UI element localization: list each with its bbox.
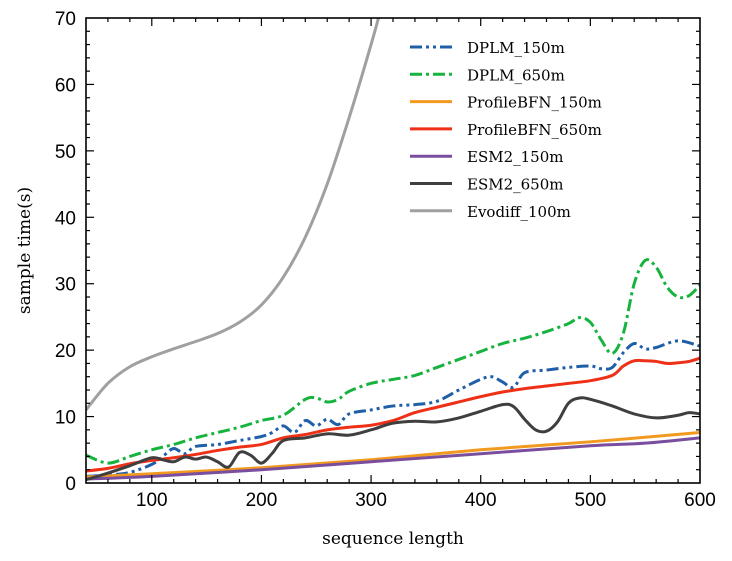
x-tick-label: 500	[575, 490, 607, 511]
legend-label-profilebfn-150m: ProfileBFN_150m	[467, 94, 602, 112]
legend-label-esm2-650m: ESM2_650m	[467, 176, 563, 194]
y-tick-label: 10	[55, 408, 76, 429]
legend-label-esm2-150m: ESM2_150m	[467, 148, 563, 166]
legend-label-dplm-150m: DPLM_150m	[467, 39, 565, 57]
y-tick-label: 60	[55, 75, 76, 96]
x-tick-label: 200	[246, 490, 278, 511]
y-tick-label: 50	[55, 142, 76, 163]
y-tick-label: 30	[55, 275, 76, 296]
legend-label-dplm-650m: DPLM_650m	[467, 66, 565, 84]
series-layer	[86, 18, 700, 482]
series-line-profilebfn-150m	[86, 431, 700, 479]
series-line-esm2-650m	[86, 396, 700, 482]
x-axis-title: sequence length	[322, 529, 464, 549]
legend-label-evodiff-100m: Evodiff_100m	[467, 203, 571, 221]
y-tick-label: 40	[55, 208, 76, 229]
series-line-dplm-150m	[86, 339, 700, 478]
legend-label-profilebfn-650m: ProfileBFN_650m	[467, 121, 602, 139]
y-tick-label: 20	[55, 341, 76, 362]
legend: DPLM_150m DPLM_650m ProfileBFN_150m Profile…	[410, 39, 602, 221]
y-tick-label: 70	[55, 9, 76, 30]
series-line-dplm-650m	[86, 258, 700, 465]
y-tick-label: 0	[65, 474, 76, 495]
series-line-esm2-150m	[86, 436, 700, 481]
x-tick-label: 600	[684, 490, 716, 511]
x-tick-label: 300	[355, 490, 387, 511]
series-line-evodiff-100m	[86, 18, 381, 411]
y-ticks: 0 10 20 30 40 50 60 70	[55, 9, 700, 495]
series-line-profilebfn-650m	[86, 356, 700, 473]
x-tick-label: 100	[136, 490, 168, 511]
x-tick-label: 400	[465, 490, 497, 511]
y-axis-title: sample time(s)	[15, 187, 35, 314]
x-ticks: 100 200 300 400 500 600	[107, 18, 716, 511]
plot-frame	[85, 17, 701, 484]
